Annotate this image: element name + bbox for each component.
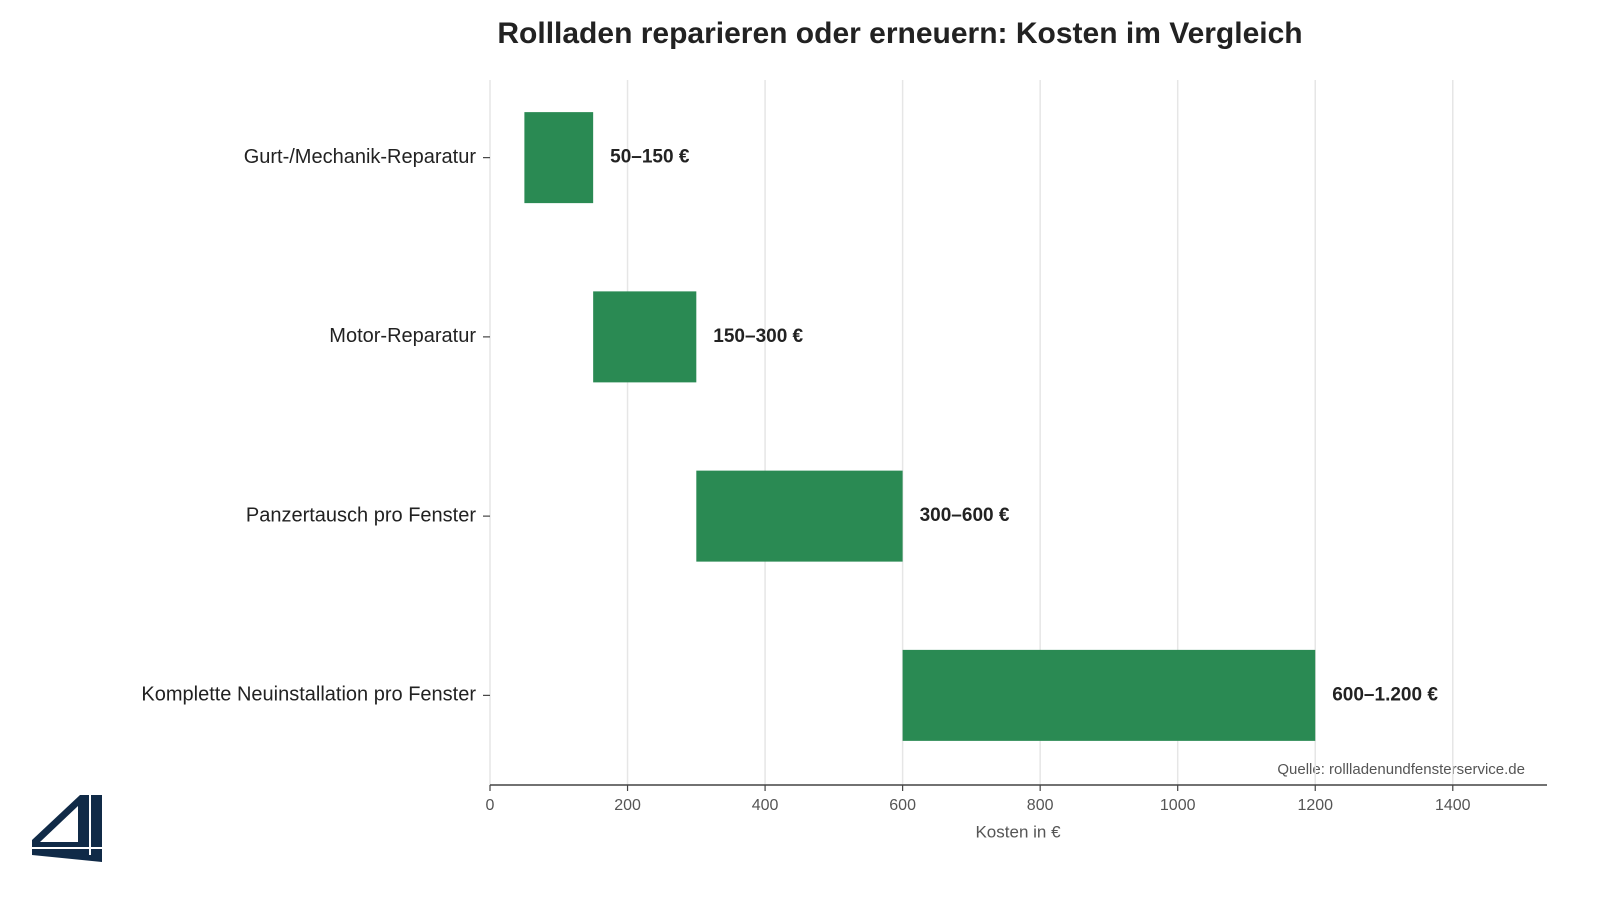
value-label: 50–150 €: [610, 147, 690, 168]
chart-title: Rollladen reparieren oder erneuern: Kost…: [497, 17, 1302, 50]
y-tick-label: Komplette Neuinstallation pro Fenster: [141, 684, 476, 706]
x-tick-label: 1000: [1160, 797, 1196, 814]
source-note: Quelle: rollladenundfensterservice.de: [1277, 761, 1525, 778]
x-tick-label: 800: [1027, 797, 1054, 814]
x-tick-label: 1200: [1297, 797, 1333, 814]
value-label: 600–1.200 €: [1332, 684, 1438, 705]
x-tick-label: 1400: [1435, 797, 1471, 814]
y-tick-label: Motor-Reparatur: [329, 325, 476, 347]
y-tick-label: Gurt-/Mechanik-Reparatur: [244, 146, 477, 168]
bar: [524, 112, 594, 204]
value-label: 150–300 €: [713, 326, 803, 347]
y-tick-label: Panzertausch pro Fenster: [246, 504, 476, 526]
value-label: 300–600 €: [920, 505, 1010, 526]
x-tick-label: 400: [752, 797, 779, 814]
x-tick-label: 0: [486, 797, 495, 814]
bar: [696, 470, 903, 562]
bar: [593, 291, 697, 383]
x-tick-label: 200: [614, 797, 641, 814]
x-axis-label: Kosten in €: [975, 822, 1061, 841]
x-tick-label: 600: [889, 797, 916, 814]
logo: [32, 795, 102, 862]
bar: [902, 649, 1316, 741]
